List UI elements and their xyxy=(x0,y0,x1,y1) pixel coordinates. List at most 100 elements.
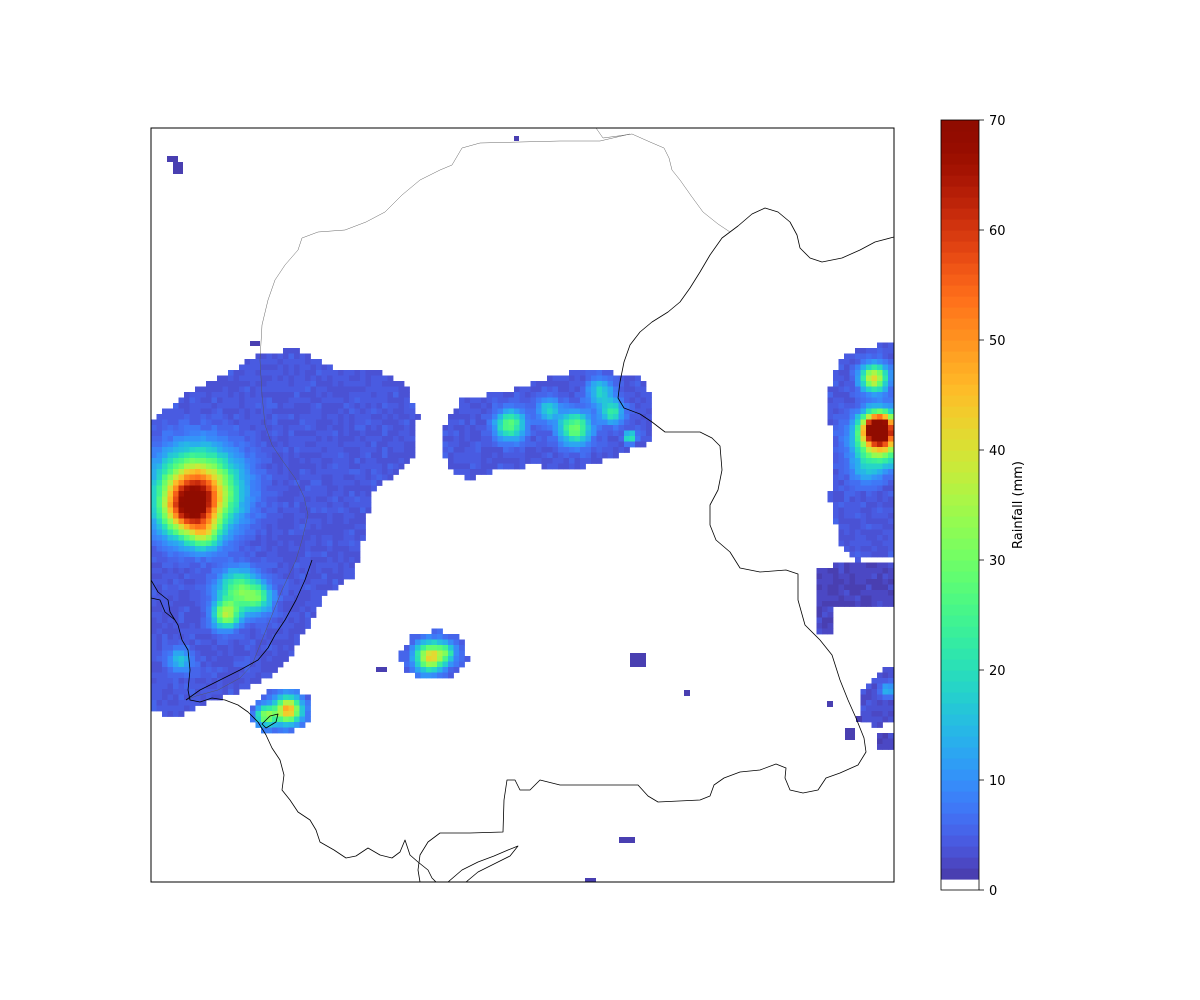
rainfall-cell xyxy=(233,689,240,695)
rainfall-cell xyxy=(283,392,289,398)
rainfall-cell xyxy=(255,480,262,486)
rainfall-cell xyxy=(283,430,289,437)
rainfall-cell xyxy=(178,656,185,662)
rainfall-cell xyxy=(266,689,273,695)
rainfall-cell xyxy=(156,645,163,651)
rainfall-cell xyxy=(349,546,355,552)
rainfall-cell xyxy=(866,485,872,492)
rainfall-cell xyxy=(321,513,328,519)
rainfall-cell xyxy=(162,557,168,563)
rainfall-cell xyxy=(635,381,641,387)
rainfall-cell xyxy=(470,463,476,470)
rainfall-cell xyxy=(316,524,322,530)
rainfall-cell xyxy=(189,617,196,624)
rainfall-cell xyxy=(167,485,174,492)
rainfall-cell xyxy=(635,414,641,420)
eastern-boundary-line xyxy=(417,207,894,882)
rainfall-cell xyxy=(640,425,647,431)
rainfall-cell xyxy=(849,436,856,442)
rainfall-cell xyxy=(376,436,383,442)
rainfall-cell xyxy=(618,414,625,420)
rainfall-cell xyxy=(888,716,894,723)
rainfall-cell xyxy=(261,474,267,481)
rainfall-cell xyxy=(332,430,339,437)
rainfall-cell xyxy=(261,573,267,580)
rainfall-cell xyxy=(849,430,856,437)
rainfall-cell xyxy=(200,518,207,525)
rainfall-cell xyxy=(481,414,487,420)
rainfall-cell xyxy=(261,595,267,602)
rainfall-cell xyxy=(585,392,592,398)
rainfall-cell xyxy=(195,694,201,701)
rainfall-cell xyxy=(272,408,278,415)
rainfall-cell xyxy=(629,397,636,404)
rainfall-cell xyxy=(365,441,372,448)
rainfall-cell xyxy=(552,447,559,453)
rainfall-cell xyxy=(195,584,201,591)
rainfall-cell xyxy=(398,656,405,662)
rainfall-cell xyxy=(178,711,185,717)
colorbar-level xyxy=(941,252,979,264)
rainfall-cell xyxy=(167,502,174,508)
rainfall-cell xyxy=(250,341,260,346)
rainfall-cell xyxy=(173,568,179,574)
rainfall-cell xyxy=(261,408,267,415)
rainfall-cell xyxy=(470,458,476,464)
rainfall-cell xyxy=(393,463,399,470)
rainfall-cell xyxy=(222,683,229,690)
rainfall-cell xyxy=(349,392,355,398)
rainfall-cell xyxy=(244,601,251,607)
rainfall-cell xyxy=(178,667,185,673)
rainfall-cell xyxy=(272,573,278,580)
rainfall-cell xyxy=(184,436,190,442)
rainfall-cell xyxy=(228,617,234,624)
rainfall-cell xyxy=(343,513,350,519)
rainfall-cell xyxy=(321,397,328,404)
rainfall-cell xyxy=(184,408,190,415)
rainfall-cell xyxy=(250,650,256,657)
rainfall-cell xyxy=(173,480,179,486)
rainfall-cell xyxy=(371,392,377,398)
rainfall-cell xyxy=(162,463,168,470)
rainfall-cell xyxy=(640,419,647,426)
rainfall-cell xyxy=(602,452,608,459)
rainfall-cell xyxy=(552,452,559,459)
rainfall-cell xyxy=(552,375,559,382)
rainfall-cell xyxy=(299,403,306,409)
rainfall-cell xyxy=(305,491,311,497)
rainfall-cell xyxy=(855,491,861,497)
rainfall-cell xyxy=(222,397,229,404)
rainfall-cell xyxy=(827,568,834,574)
rainfall-cell xyxy=(162,436,168,442)
rainfall-cell xyxy=(316,551,322,558)
rainfall-cell xyxy=(206,606,212,613)
rainfall-cell xyxy=(195,661,201,668)
rainfall-cell xyxy=(156,694,163,701)
rainfall-cell xyxy=(195,502,201,508)
rainfall-cell xyxy=(178,672,185,679)
rainfall-cell xyxy=(288,546,295,552)
rainfall-cell xyxy=(327,469,333,475)
rainfall-cell xyxy=(525,447,531,453)
rainfall-cell xyxy=(888,601,894,607)
rainfall-cell xyxy=(233,678,240,684)
rainfall-cell xyxy=(508,403,515,409)
rainfall-cell xyxy=(299,375,306,382)
rainfall-cell xyxy=(200,551,207,558)
rainfall-cell xyxy=(855,535,861,541)
rainfall-cell xyxy=(173,694,179,701)
rainfall-cell xyxy=(349,540,355,547)
rainfall-cell xyxy=(233,562,240,569)
rainfall-cell xyxy=(316,403,322,409)
rainfall-cell xyxy=(305,496,311,503)
rainfall-cell xyxy=(888,463,894,470)
rainfall-cell xyxy=(481,469,487,475)
rainfall-cell xyxy=(585,408,592,415)
rainfall-cell xyxy=(882,364,889,371)
rainfall-cell xyxy=(470,452,476,459)
rainfall-cell xyxy=(266,364,273,371)
rainfall-cell xyxy=(508,408,515,415)
colorbar-level xyxy=(941,153,979,165)
rainfall-cell xyxy=(338,463,344,470)
rainfall-cell xyxy=(866,353,872,360)
